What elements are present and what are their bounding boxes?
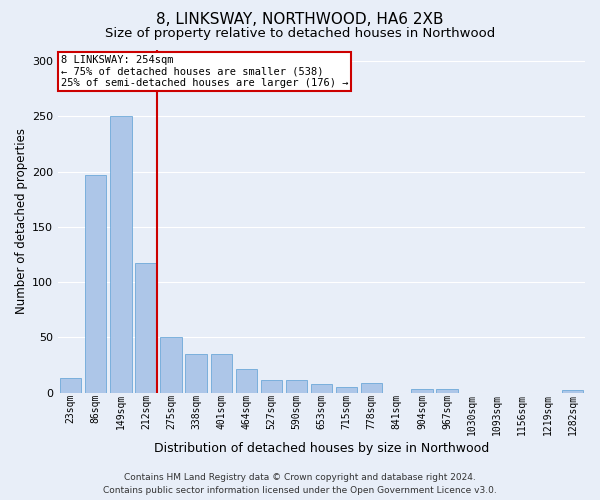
Bar bbox=[135, 264, 157, 392]
Bar bbox=[286, 380, 307, 392]
Bar bbox=[211, 354, 232, 393]
Bar bbox=[562, 390, 583, 392]
Bar bbox=[411, 389, 433, 392]
Bar bbox=[110, 116, 131, 392]
Text: Contains HM Land Registry data © Crown copyright and database right 2024.
Contai: Contains HM Land Registry data © Crown c… bbox=[103, 474, 497, 495]
Bar bbox=[160, 338, 182, 392]
Bar bbox=[85, 175, 106, 392]
Bar bbox=[60, 378, 82, 392]
Text: 8 LINKSWAY: 254sqm
← 75% of detached houses are smaller (538)
25% of semi-detach: 8 LINKSWAY: 254sqm ← 75% of detached hou… bbox=[61, 55, 348, 88]
Bar bbox=[361, 382, 382, 392]
Y-axis label: Number of detached properties: Number of detached properties bbox=[15, 128, 28, 314]
Bar bbox=[185, 354, 207, 393]
Text: Size of property relative to detached houses in Northwood: Size of property relative to detached ho… bbox=[105, 28, 495, 40]
Bar bbox=[261, 380, 282, 392]
Bar bbox=[236, 370, 257, 392]
Bar bbox=[336, 387, 358, 392]
Bar bbox=[436, 389, 458, 392]
Bar bbox=[311, 384, 332, 392]
X-axis label: Distribution of detached houses by size in Northwood: Distribution of detached houses by size … bbox=[154, 442, 489, 455]
Text: 8, LINKSWAY, NORTHWOOD, HA6 2XB: 8, LINKSWAY, NORTHWOOD, HA6 2XB bbox=[156, 12, 444, 28]
